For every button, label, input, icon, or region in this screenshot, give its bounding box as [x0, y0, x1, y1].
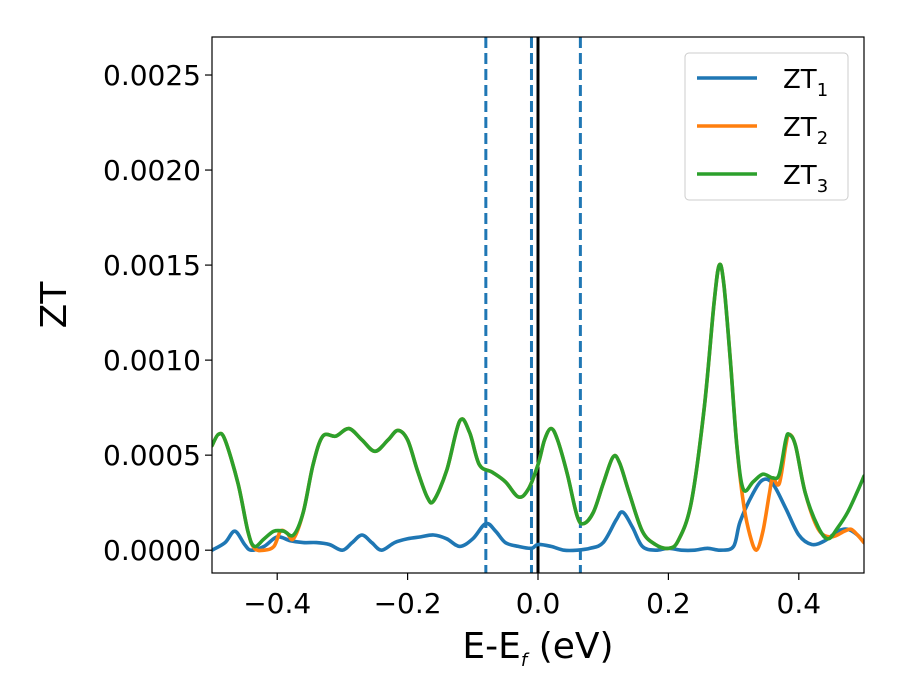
y-tick-label: 0.0010: [103, 344, 201, 377]
legend-label-zt3: ZT3: [783, 161, 828, 197]
plot-area: [212, 37, 864, 573]
y-tick-label: 0.0020: [103, 154, 201, 187]
y-tick-label: 0.0000: [103, 534, 201, 567]
y-tick-label: 0.0005: [103, 439, 201, 472]
y-axis-title: ZT: [34, 281, 75, 329]
legend-box: [684, 52, 849, 201]
series-line-zt1: [212, 477, 864, 553]
legend-label-zt2: ZT2: [783, 113, 828, 149]
x-axis-title: E-Ef (eV): [462, 626, 613, 671]
x-tick-label: −0.4: [243, 587, 311, 620]
legend: ZT1 ZT2 ZT3: [684, 52, 849, 201]
x-tick-label: 0.2: [646, 587, 691, 620]
x-axis: −0.4 −0.2 0.0 0.2 0.4: [243, 573, 821, 620]
x-tick-label: −0.2: [374, 587, 442, 620]
reference-lines: [484, 37, 582, 573]
x-tick-label: 0.0: [516, 587, 561, 620]
series-line-zt3: [212, 262, 864, 551]
series-group: [212, 262, 864, 553]
y-tick-label: 0.0025: [103, 59, 201, 92]
legend-label-zt1: ZT1: [783, 65, 828, 101]
y-axis: 0.0000 0.0005 0.0010 0.0015 0.0020 0.0025: [103, 59, 212, 567]
y-tick-label: 0.0015: [103, 249, 201, 282]
x-tick-label: 0.4: [777, 587, 822, 620]
